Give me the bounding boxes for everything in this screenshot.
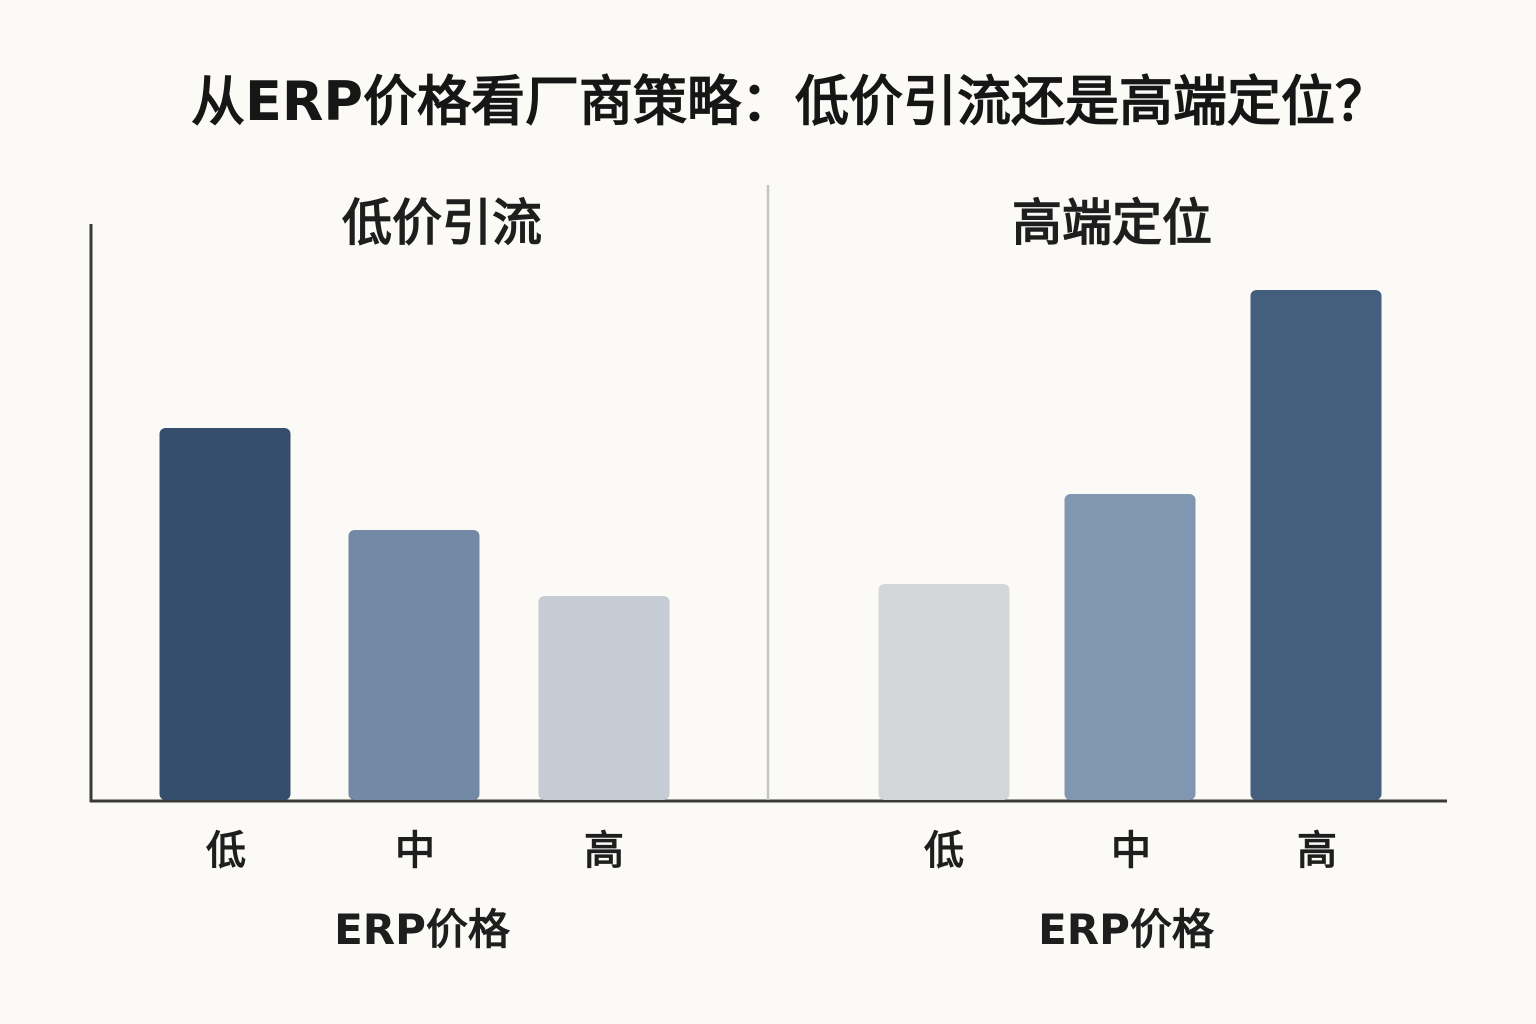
x-axis-label: ERP价格 [334,905,511,954]
bar-0 [159,428,291,800]
panel-low-price: 低价引流 低 中 高 ERP价格 [159,194,670,954]
x-tick-label: 中 [395,828,435,874]
panel-title: 低价引流 [342,194,542,252]
panel-title: 高端定位 [1012,194,1212,252]
chart-title: 从ERP价格看厂商策略：低价引流还是高端定位？ [191,70,1389,133]
bar-2 [1250,290,1382,800]
bar-0 [878,584,1010,800]
bar-1 [348,530,480,800]
x-tick-label: 高 [584,828,624,874]
bar-1 [1064,494,1196,800]
x-tick-label: 中 [1111,828,1151,874]
x-tick-label: 高 [1297,828,1337,874]
bar-group [878,290,1382,800]
bar-group [159,428,670,800]
x-tick-label: 低 [206,828,246,874]
bar-2 [538,596,670,800]
x-axis-label: ERP价格 [1038,905,1215,954]
panel-high-end: 高端定位 低 中 高 ERP价格 [878,194,1382,954]
x-tick-label: 低 [924,828,964,874]
